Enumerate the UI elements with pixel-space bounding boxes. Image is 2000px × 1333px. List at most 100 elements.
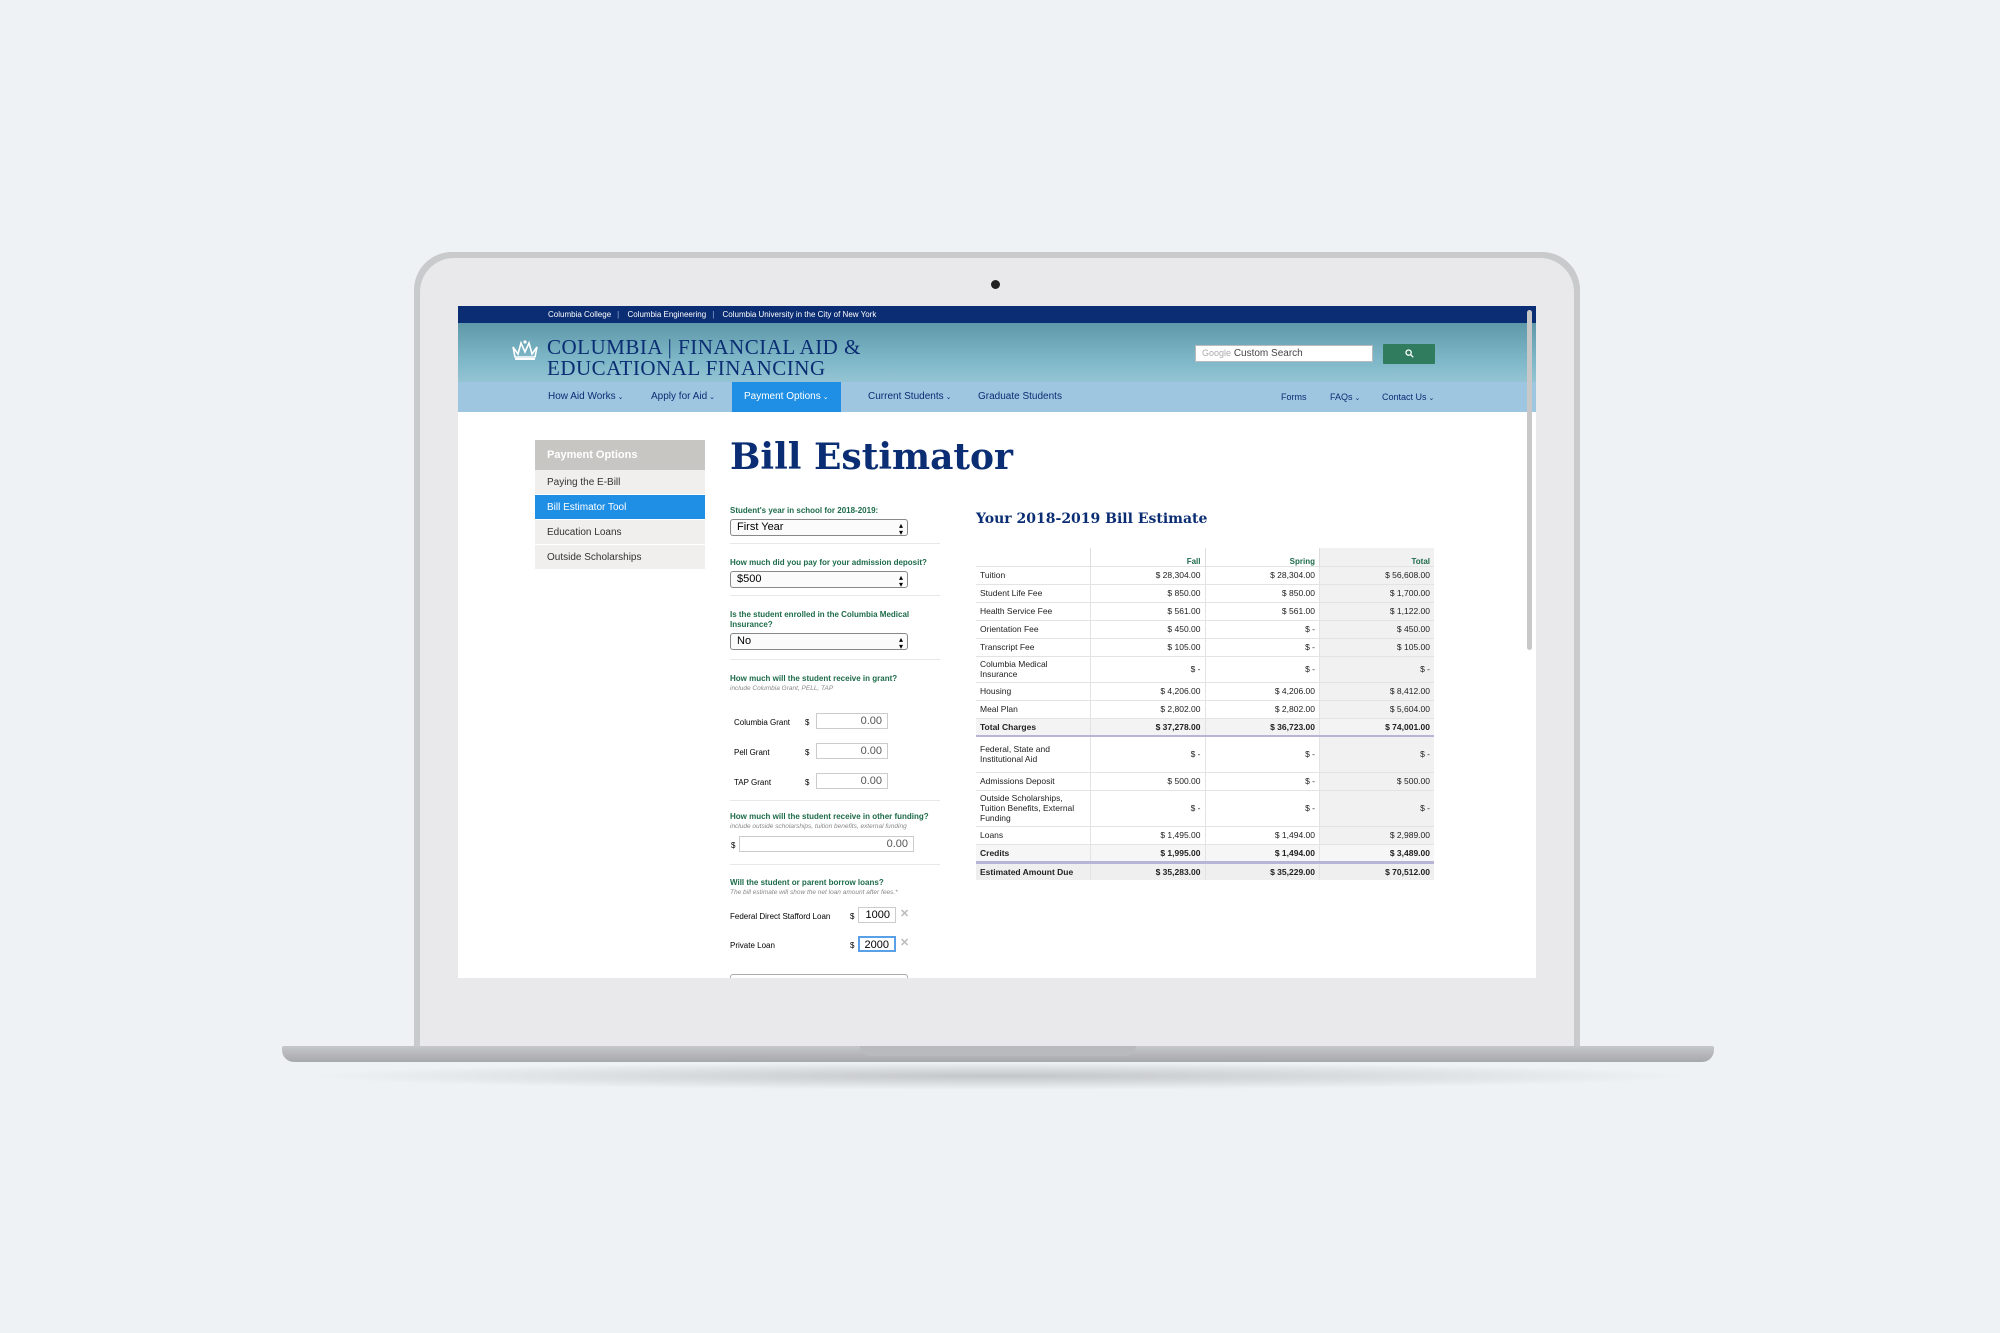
site-header: COLUMBIA | FINANCIAL AID & EDUCATIONAL F…	[458, 323, 1536, 382]
currency-label: $	[805, 748, 810, 757]
pell-grant-input[interactable]: 0.00	[816, 743, 888, 759]
cell-value: $ 1,122.00	[1319, 601, 1434, 620]
row-label: Loans	[976, 825, 1091, 844]
cell-value: $ 561.00	[1204, 601, 1320, 620]
table-row: Columbia Medical Insurance $ - $ - $ -	[976, 655, 1434, 682]
cell-value: $ 8,412.00	[1319, 681, 1434, 700]
cell-value: $ 450.00	[1090, 619, 1205, 638]
stafford-loan-input[interactable]: 1000	[858, 907, 896, 923]
search-input[interactable]: Google Custom Search	[1195, 345, 1373, 362]
cell-value: $ 28,304.00	[1090, 565, 1205, 584]
currency-label: $	[731, 841, 736, 850]
cell-value: $ 5,604.00	[1319, 699, 1434, 718]
cell-value: $ 850.00	[1090, 583, 1205, 602]
cell-value: $ -	[1204, 637, 1320, 656]
nav-apply-for-aid[interactable]: Apply for Aid ⌄	[651, 391, 716, 402]
columbia-crown-icon[interactable]	[510, 339, 540, 361]
estimator-form: Student's year in school for 2018-2019: …	[730, 506, 952, 978]
nav-faqs[interactable]: FAQs ⌄	[1330, 392, 1361, 402]
cell-value: $ 1,495.00	[1090, 825, 1205, 844]
question-loans: Will the student or parent borrow loans?	[730, 878, 884, 887]
table-row: Outside Scholarships, Tuition Benefits, …	[976, 789, 1434, 826]
private-loan-input[interactable]: 2000	[858, 936, 896, 952]
partial-select[interactable]	[730, 974, 908, 978]
cell-value: $ -	[1319, 735, 1434, 772]
sidebar-heading[interactable]: Payment Options	[535, 440, 705, 470]
chevron-down-icon: ⌄	[1354, 395, 1361, 402]
cell-value: $ -	[1204, 655, 1320, 682]
table-row: Student Life Fee $ 850.00 $ 850.00 $ 1,700.…	[976, 583, 1434, 602]
row-label: Credits	[976, 843, 1091, 862]
column-header	[976, 548, 1091, 566]
question-other-funding: How much will the student receive in oth…	[730, 812, 929, 821]
select-arrows-icon: ▴ ▾	[898, 521, 903, 537]
sidebar-item-paying-ebill[interactable]: Paying the E-Bill	[535, 470, 705, 495]
select-arrows-icon: ▴ ▾	[898, 635, 903, 651]
topbar-link-university[interactable]: Columbia University in the City of New Y…	[722, 310, 877, 319]
cell-value: $ 1,700.00	[1319, 583, 1434, 602]
table-row: Federal, State and Institutional Aid $ - $…	[976, 735, 1434, 772]
row-label: Total Charges	[976, 717, 1091, 737]
search-placeholder: Custom Search	[1233, 348, 1303, 359]
grant-hint: include Columbia Grant, PELL, TAP	[730, 685, 834, 692]
nav-forms[interactable]: Forms	[1281, 392, 1307, 402]
nav-graduate-students[interactable]: Graduate Students	[978, 391, 1062, 402]
nav-payment-options[interactable]: Payment Options ⌄	[732, 382, 841, 412]
tap-grant-input[interactable]: 0.00	[816, 773, 888, 789]
currency-label: $	[805, 718, 810, 727]
row-label: Student Life Fee	[976, 583, 1091, 602]
cell-value: $ 450.00	[1319, 619, 1434, 638]
year-select[interactable]: First Year ▴ ▾	[730, 519, 908, 537]
remove-icon[interactable]: ✕	[900, 908, 910, 920]
sidebar-item-outside-scholarships[interactable]: Outside Scholarships	[535, 545, 705, 570]
other-funding-input[interactable]: 0.00	[739, 836, 914, 852]
table-row: Credits $ 1,995.00 $ 1,494.00 $ 3,489.00	[976, 843, 1434, 862]
cell-value: $ 500.00	[1319, 771, 1434, 790]
cell-value: $ 37,278.00	[1090, 717, 1205, 737]
cell-value: $ -	[1090, 735, 1205, 772]
sidebar-item-bill-estimator[interactable]: Bill Estimator Tool	[535, 495, 705, 520]
cell-value: $ -	[1090, 655, 1205, 682]
chevron-down-icon: ⌄	[1428, 395, 1435, 402]
cell-value: $ -	[1090, 789, 1205, 826]
laptop-shadow	[300, 1062, 1700, 1090]
table-row: Housing $ 4,206.00 $ 4,206.00 $ 8,412.00	[976, 681, 1434, 700]
row-label: Housing	[976, 681, 1091, 700]
page-title: Bill Estimator	[730, 436, 1014, 478]
remove-icon[interactable]: ✕	[900, 937, 910, 949]
columbia-grant-input[interactable]: 0.00	[816, 713, 888, 729]
grant-label: Columbia Grant	[734, 718, 791, 727]
deposit-select[interactable]: $500 ▴ ▾	[730, 571, 908, 589]
nav-how-aid-works[interactable]: How Aid Works ⌄	[548, 391, 624, 402]
nav-contact-us[interactable]: Contact Us ⌄	[1382, 392, 1435, 402]
table-row: Loans $ 1,495.00 $ 1,494.00 $ 2,989.00	[976, 825, 1434, 844]
cell-value: $ 1,995.00	[1090, 843, 1205, 862]
cell-value: $ 2,802.00	[1204, 699, 1320, 718]
question-grant: How much will the student receive in gra…	[730, 674, 898, 683]
search-button[interactable]	[1383, 344, 1435, 364]
site-logo-line2[interactable]: EDUCATIONAL FINANCING	[547, 356, 826, 380]
table-row: Admissions Deposit $ 500.00 $ - $ 500.00	[976, 771, 1434, 790]
currency-label: $	[850, 941, 855, 950]
chevron-down-icon: ⌄	[617, 394, 624, 401]
site-logo-line1[interactable]: COLUMBIA | FINANCIAL AID &	[547, 335, 861, 359]
cell-value: $ 35,283.00	[1090, 860, 1205, 880]
table-header-row: Fall Spring Total	[976, 548, 1434, 566]
medical-insurance-select[interactable]: No ▴ ▾	[730, 633, 908, 651]
topbar-link-engineering[interactable]: Columbia Engineering	[627, 310, 707, 319]
chevron-down-icon: ⌄	[709, 394, 716, 401]
cell-value: $ 35,229.00	[1204, 860, 1320, 880]
scrollbar[interactable]	[1527, 310, 1532, 650]
nav-current-students[interactable]: Current Students ⌄	[868, 391, 952, 402]
cell-value: $ -	[1204, 771, 1320, 790]
cell-value: $ -	[1204, 619, 1320, 638]
chevron-down-icon: ⌄	[945, 394, 952, 401]
row-label: Transcript Fee	[976, 637, 1091, 656]
row-label: Orientation Fee	[976, 619, 1091, 638]
question-medical-insurance: Is the student enrolled in the Columbia …	[730, 610, 910, 629]
topbar-link-college[interactable]: Columbia College	[548, 310, 612, 319]
sidebar-item-education-loans[interactable]: Education Loans	[535, 520, 705, 545]
sidebar: Payment Options Paying the E-Bill Bill E…	[535, 440, 705, 570]
cell-value: $ 850.00	[1204, 583, 1320, 602]
table-row: Health Service Fee $ 561.00 $ 561.00 $ 1,12…	[976, 601, 1434, 620]
